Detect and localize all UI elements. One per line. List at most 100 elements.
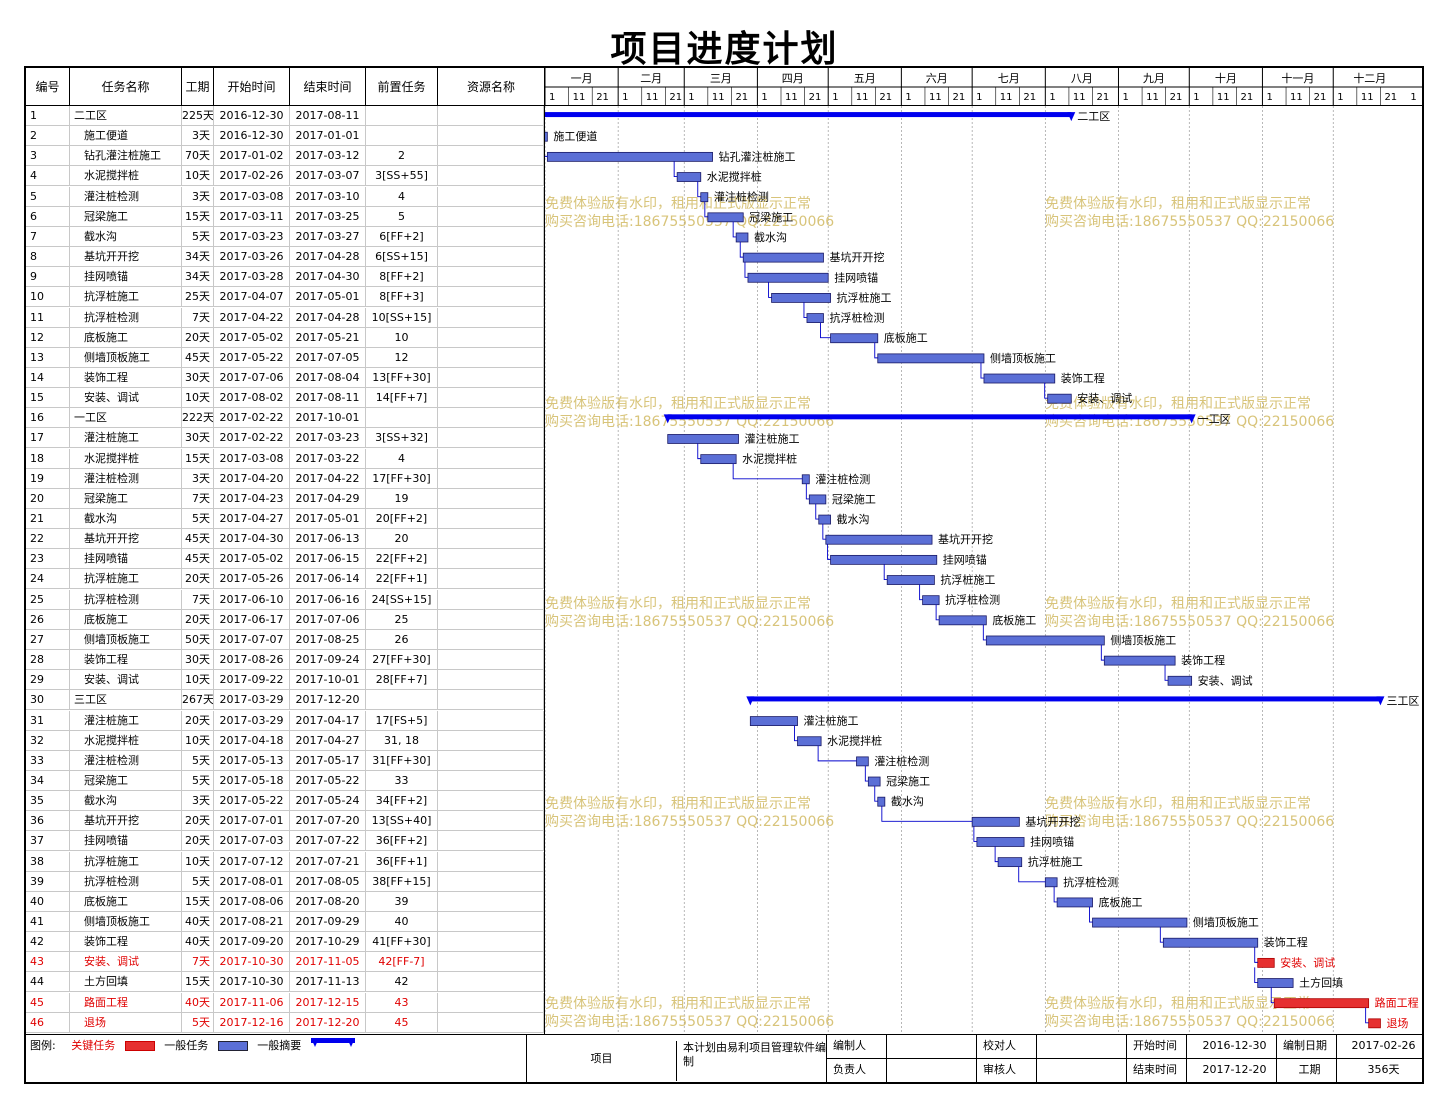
task-predecessor: 40 <box>366 912 438 932</box>
task-bar-label: 挂网喷锚 <box>943 552 987 566</box>
task-end: 2017-05-21 <box>290 327 366 348</box>
watermark-text: 免费体验版有水印，租用和正式版显示正常 <box>545 396 811 412</box>
task-end: 2017-04-29 <box>290 488 366 509</box>
table-row[interactable]: 35 截水沟 3天 2017-05-22 2017-05-24 34[FF+2] <box>26 791 544 812</box>
task-bar-label: 灌注桩检测 <box>714 190 769 204</box>
task-predecessor: 13[FF+30] <box>366 367 438 388</box>
table-row[interactable]: 9 挂网喷锚 34天 2017-03-28 2017-04-30 8[FF+2] <box>26 267 544 288</box>
task-end: 2017-12-20 <box>290 1012 366 1033</box>
task-duration: 225天 <box>182 106 214 126</box>
table-row[interactable]: 28 装饰工程 30天 2017-08-26 2017-09-24 27[FF+30] <box>26 650 544 671</box>
legend: 图例: 关键任务 一般任务 一般摘要 <box>30 1037 355 1054</box>
month-label: 五月 <box>854 72 876 85</box>
footer-end-label: 结束时间 <box>1126 1059 1186 1082</box>
table-row[interactable]: 3 钻孔灌注桩施工 70天 2017-01-02 2017-03-12 2 <box>26 146 544 167</box>
table-row[interactable]: 34 冠梁施工 5天 2017-05-18 2017-05-22 33 <box>26 770 544 791</box>
table-row[interactable]: 7 截水沟 5天 2017-03-23 2017-03-27 6[FF+2] <box>26 226 544 247</box>
task-start: 2017-02-22 <box>214 408 290 429</box>
task-name: 装饰工程 <box>70 367 182 388</box>
task-bar <box>983 373 1056 384</box>
task-predecessor: 17[FS+5] <box>366 710 438 731</box>
table-row[interactable]: 21 截水沟 5天 2017-04-27 2017-05-01 20[FF+2] <box>26 509 544 529</box>
table-row[interactable]: 25 抗浮桩检测 7天 2017-06-10 2017-06-16 24[SS+15] <box>26 589 544 610</box>
table-row[interactable]: 27 侧墙顶板施工 50天 2017-07-07 2017-08-25 26 <box>26 629 544 650</box>
task-bar <box>806 313 824 323</box>
table-row[interactable]: 12 底板施工 20天 2017-05-02 2017-05-21 10 <box>26 327 544 348</box>
task-duration: 40天 <box>182 912 214 932</box>
table-row[interactable]: 46 退场 5天 2017-12-16 2017-12-20 45 <box>26 1012 544 1033</box>
table-row[interactable]: 26 底板施工 20天 2017-06-17 2017-07-06 25 <box>26 609 544 630</box>
table-row[interactable]: 39 抗浮桩检测 5天 2017-08-01 2017-08-05 38[FF+15] <box>26 871 544 892</box>
day-tick-label: 21 <box>1384 92 1397 103</box>
day-tick-label: 11 <box>785 92 798 103</box>
table-row[interactable]: 33 灌注桩检测 5天 2017-05-13 2017-05-17 31[FF+30] <box>26 750 544 771</box>
task-resource <box>438 629 544 650</box>
table-row[interactable]: 44 土方回填 15天 2017-10-30 2017-11-13 42 <box>26 972 544 993</box>
month-label: 十一月 <box>1281 71 1314 85</box>
dependency-link <box>1270 987 1275 1004</box>
task-end: 2017-04-22 <box>290 468 366 489</box>
table-row[interactable]: 10 抗浮桩施工 25天 2017-04-07 2017-05-01 8[FF+3] <box>26 287 544 308</box>
table-row[interactable]: 13 侧墙顶板施工 45天 2017-05-22 2017-07-05 12 <box>26 347 544 368</box>
task-end: 2017-03-10 <box>290 186 366 207</box>
table-row[interactable]: 11 抗浮桩检测 7天 2017-04-22 2017-04-28 10[SS+15] <box>26 307 544 328</box>
table-row[interactable]: 38 抗浮桩施工 10天 2017-07-12 2017-07-21 36[FF+1] <box>26 851 544 872</box>
task-bar-label: 底板施工 <box>992 613 1036 627</box>
task-duration: 3天 <box>182 186 214 207</box>
task-bar-label: 底板施工 <box>1099 895 1143 909</box>
table-row[interactable]: 1 二工区 225天 2016-12-30 2017-08-11 <box>26 106 544 126</box>
task-name: 抗浮桩施工 <box>70 287 182 308</box>
table-row[interactable]: 5 灌注桩检测 3天 2017-03-08 2017-03-10 4 <box>26 186 544 207</box>
table-row[interactable]: 40 底板施工 15天 2017-08-06 2017-08-20 39 <box>26 891 544 912</box>
table-row[interactable]: 42 装饰工程 40天 2017-09-20 2017-10-29 41[FF+30] <box>26 932 544 953</box>
task-resource <box>438 791 544 812</box>
dependency-link <box>1159 927 1164 943</box>
watermark-text: 购买咨询电话:18675550537 QQ:22150066 <box>1045 214 1334 230</box>
task-bar-label: 施工便道 <box>553 129 597 143</box>
table-row[interactable]: 30 三工区 267天 2017-03-29 2017-12-20 <box>26 690 544 711</box>
table-row[interactable]: 22 基坑开开挖 45天 2017-04-30 2017-06-13 20 <box>26 529 544 550</box>
table-row[interactable]: 24 抗浮桩施工 20天 2017-05-26 2017-06-14 22[FF+1] <box>26 569 544 590</box>
table-row[interactable]: 37 挂网喷锚 20天 2017-07-03 2017-07-22 36[FF+2] <box>26 831 544 852</box>
table-row[interactable]: 2 施工便道 3天 2016-12-30 2017-01-01 <box>26 126 544 147</box>
table-row[interactable]: 31 灌注桩施工 20天 2017-03-29 2017-04-17 17[FS+5] <box>26 710 544 731</box>
table-row[interactable]: 16 一工区 222天 2017-02-22 2017-10-01 <box>26 408 544 429</box>
table-row[interactable]: 14 装饰工程 30天 2017-07-06 2017-08-04 13[FF+30] <box>26 367 544 388</box>
table-row[interactable]: 18 水泥搅拌桩 15天 2017-03-08 2017-03-22 4 <box>26 448 544 469</box>
table-row[interactable]: 36 基坑开开挖 20天 2017-07-01 2017-07-20 13[SS+40] <box>26 811 544 832</box>
task-end: 2017-12-15 <box>290 992 366 1013</box>
table-row[interactable]: 8 基坑开开挖 34天 2017-03-26 2017-04-28 6[SS+15] <box>26 247 544 268</box>
gantt-frame: 编号 任务名称 工期 开始时间 结束时间 前置任务 资源名称 1 二工区 225天 2… <box>24 66 1424 1084</box>
task-name: 基坑开开挖 <box>70 529 182 550</box>
task-name: 施工便道 <box>70 126 182 147</box>
table-row[interactable]: 20 冠梁施工 7天 2017-04-23 2017-04-29 19 <box>26 488 544 509</box>
month-label: 二月 <box>640 72 662 85</box>
table-row[interactable]: 41 侧墙顶板施工 40天 2017-08-21 2017-09-29 40 <box>26 912 544 932</box>
table-row[interactable]: 43 安装、调试 7天 2017-10-30 2017-11-05 42[FF-7] <box>26 952 544 973</box>
task-name: 抗浮桩施工 <box>70 569 182 590</box>
table-row[interactable]: 19 灌注桩检测 3天 2017-04-20 2017-04-22 17[FF+30] <box>26 468 544 489</box>
table-row[interactable]: 17 灌注桩施工 30天 2017-02-22 2017-03-23 3[SS+32] <box>26 428 544 449</box>
task-bar-label: 冠梁施工 <box>886 774 930 788</box>
task-id: 22 <box>26 529 70 550</box>
dependency-link <box>1365 1007 1369 1024</box>
table-row[interactable]: 29 安装、调试 10天 2017-09-22 2017-10-01 28[FF+7] <box>26 670 544 691</box>
task-resource <box>438 569 544 590</box>
task-start: 2017-08-21 <box>214 912 290 932</box>
table-row[interactable]: 23 挂网喷锚 45天 2017-05-02 2017-06-15 22[FF+2] <box>26 549 544 570</box>
task-start: 2017-07-07 <box>214 629 290 650</box>
task-start: 2016-12-30 <box>214 126 290 147</box>
table-row[interactable]: 15 安装、调试 10天 2017-08-02 2017-08-11 14[FF+7] <box>26 388 544 409</box>
watermark-text: 免费体验版有水印，租用和正式版显示正常 <box>1045 196 1311 212</box>
task-predecessor: 26 <box>366 629 438 650</box>
gantt-chart: 一月 1 11 21 二月 1 11 21 三月 1 11 21 四月 1 11 21 五月 1 11 21 六月 1 11… <box>544 68 1422 1034</box>
day-tick-label: 21 <box>1170 92 1183 103</box>
task-predecessor <box>366 126 438 147</box>
task-bar-label: 截水沟 <box>754 230 787 244</box>
dependency-link <box>994 846 999 863</box>
table-row[interactable]: 6 冠梁施工 15天 2017-03-11 2017-03-25 5 <box>26 206 544 227</box>
table-row[interactable]: 32 水泥搅拌桩 10天 2017-04-18 2017-04-27 31, 18 <box>26 730 544 751</box>
table-row[interactable]: 4 水泥搅拌桩 10天 2017-02-26 2017-03-07 3[SS+55] <box>26 166 544 187</box>
table-row[interactable]: 45 路面工程 40天 2017-11-06 2017-12-15 43 <box>26 992 544 1013</box>
task-duration: 20天 <box>182 710 214 731</box>
